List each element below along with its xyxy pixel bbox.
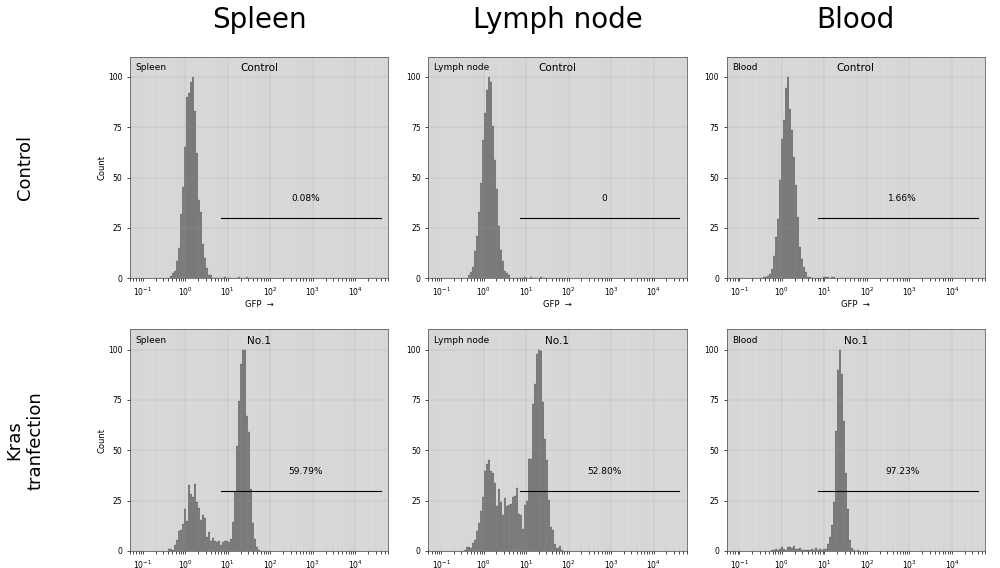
Text: Control: Control bbox=[538, 64, 576, 73]
Text: 1.66%: 1.66% bbox=[888, 194, 917, 203]
Text: Lymph node: Lymph node bbox=[434, 336, 489, 345]
Text: No.1: No.1 bbox=[247, 336, 271, 346]
Text: Control: Control bbox=[837, 64, 875, 73]
Text: 97.23%: 97.23% bbox=[885, 467, 920, 476]
Text: Blood: Blood bbox=[732, 64, 757, 73]
Text: Spleen: Spleen bbox=[212, 6, 306, 34]
Text: 0.08%: 0.08% bbox=[291, 194, 320, 203]
Text: 0: 0 bbox=[601, 194, 607, 203]
Text: Control: Control bbox=[240, 64, 278, 73]
Text: Kras
tranfection: Kras tranfection bbox=[6, 391, 44, 490]
Text: Lymph node: Lymph node bbox=[434, 64, 489, 73]
X-axis label: GFP  →: GFP → bbox=[841, 300, 870, 309]
Text: Lymph node: Lymph node bbox=[473, 6, 642, 34]
Text: 59.79%: 59.79% bbox=[288, 467, 323, 476]
Text: Blood: Blood bbox=[817, 6, 895, 34]
Text: Control: Control bbox=[16, 135, 34, 200]
Y-axis label: Count: Count bbox=[97, 155, 106, 180]
Text: Blood: Blood bbox=[732, 336, 757, 345]
Y-axis label: Count: Count bbox=[97, 428, 106, 453]
Text: Spleen: Spleen bbox=[135, 336, 166, 345]
Text: No.1: No.1 bbox=[546, 336, 570, 346]
Text: 52.80%: 52.80% bbox=[587, 467, 621, 476]
X-axis label: GFP  →: GFP → bbox=[245, 300, 274, 309]
X-axis label: GFP  →: GFP → bbox=[543, 300, 572, 309]
Text: Spleen: Spleen bbox=[135, 64, 166, 73]
Text: No.1: No.1 bbox=[844, 336, 868, 346]
